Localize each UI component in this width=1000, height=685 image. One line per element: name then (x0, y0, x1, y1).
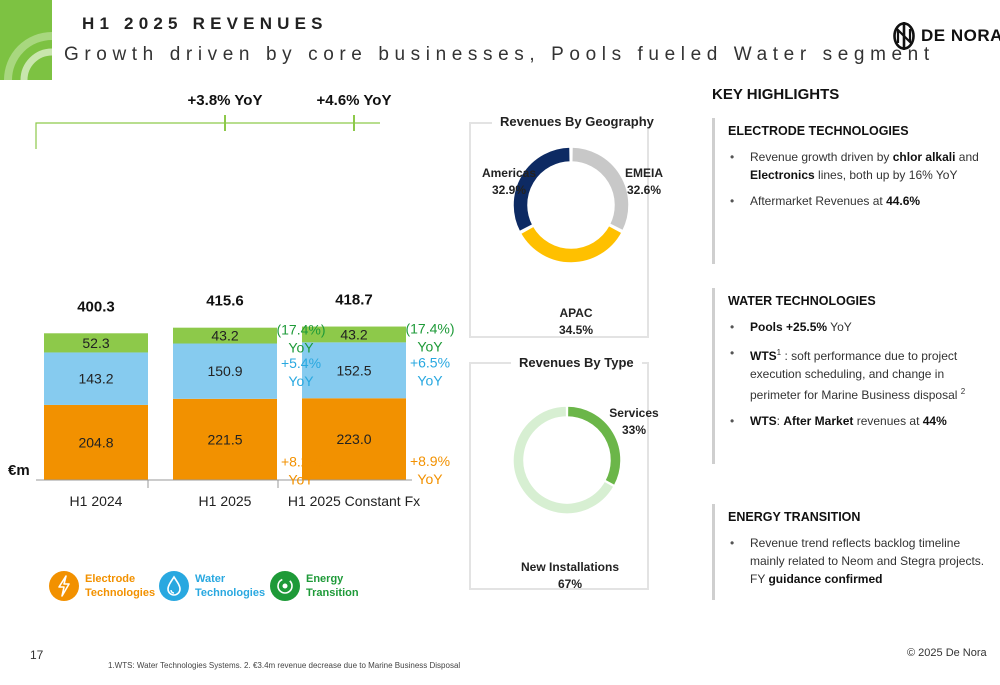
growth-bracket (35, 115, 380, 149)
bar-total-label: 418.7 (335, 292, 373, 309)
donut-slice-new-installations (512, 405, 616, 515)
water-bullet-2: WTS1 : soft performance due to project e… (728, 344, 986, 404)
unit-label: €m (8, 462, 30, 479)
type-label-new-installations: New Installations 67% (520, 560, 620, 591)
energy-section: ENERGY TRANSITION Revenue trend reflects… (712, 504, 986, 600)
page-title: H1 2025 REVENUES (82, 14, 328, 33)
key-highlights-title: KEY HIGHLIGHTS (712, 86, 840, 103)
legend-label-energy: Energy Transition (306, 573, 359, 599)
geography-donut (512, 146, 630, 264)
energy-bullet-1: Revenue trend reflects backlog timeline … (728, 534, 986, 588)
bar-segment-1-2 (302, 342, 406, 399)
segment-growth-label: (17.4%) (276, 322, 325, 338)
bar-segment-0-2 (302, 398, 406, 480)
segment-growth-yoy: YoY (417, 471, 443, 487)
x-tick-label: H1 2025 (199, 493, 252, 509)
legend-energy: Energy Transition (270, 571, 359, 601)
company-logo: DE NORA (893, 22, 1000, 50)
bar-segment-2-0 (44, 333, 148, 353)
type-panel-title: Revenues By Type (511, 355, 642, 370)
energy-cycle-icon (270, 571, 300, 601)
type-label-services: Services 33% (609, 406, 659, 437)
type-donut (512, 405, 622, 515)
water-drop-icon (159, 571, 189, 601)
water-bullet-1: Pools +25.5% YoY (728, 318, 986, 336)
bar-value-label: 143.2 (78, 371, 113, 387)
legend-label-electrode: Electrode Technologies (85, 573, 156, 599)
segment-growth-label: (17.4%) (405, 320, 454, 336)
bar-value-label: 204.8 (78, 434, 113, 450)
legend-electrode: Electrode Technologies (49, 571, 155, 601)
page-subtitle: Growth driven by core businesses, Pools … (64, 44, 935, 65)
segment-growth-yoy: YoY (288, 373, 314, 389)
bar-value-label: 43.2 (211, 328, 238, 344)
bar-value-label: 52.3 (82, 335, 109, 351)
bar-value-label: 150.9 (207, 363, 242, 379)
corner-decoration (0, 0, 52, 80)
segment-growth-label: +8.9% (410, 453, 450, 469)
geo-label-apac: APAC 34.5% (558, 306, 594, 337)
page-number: 17 (30, 648, 44, 662)
legend-label-water: Water Technologies (195, 573, 266, 599)
geography-panel-title: Revenues By Geography (492, 114, 662, 129)
geo-label-americas: Americas 32.9% (481, 166, 537, 197)
bar-value-label: 223.0 (336, 431, 371, 447)
bar-value-label: 152.5 (336, 362, 371, 378)
segment-growth-label: +6.5% (410, 354, 450, 370)
stacked-revenue-chart: 204.8 143.2 52.3 400.3 H1 2024 221.5 150.9 43.2… (8, 92, 455, 509)
electrode-bullet-2: Aftermarket Revenues at 44.6% (728, 192, 986, 210)
bar-total-label: 415.6 (206, 293, 244, 310)
bar-value-label: 221.5 (207, 431, 242, 447)
de-nora-logo-icon (893, 22, 915, 50)
bar-segment-1-1 (173, 343, 277, 399)
total-growth-label: +3.8% YoY (188, 92, 263, 109)
x-tick-label: H1 2025 Constant Fx (288, 493, 420, 509)
electrode-section-title: ELECTRODE TECHNOLOGIES (728, 124, 909, 138)
bar-segment-2-2 (302, 326, 406, 343)
donut-slice-services (566, 405, 622, 487)
segment-growth-yoy: YoY (417, 372, 443, 388)
bar-total-label: 400.3 (77, 298, 115, 315)
donut-slice-americas (512, 146, 572, 233)
bar-segment-2-1 (173, 327, 277, 344)
footnote: 1.WTS: Water Technologies Systems. 2. €3… (108, 661, 461, 670)
segment-growth-yoy: YoY (288, 471, 314, 487)
water-section: WATER TECHNOLOGIES Pools +25.5% YoY WTS1… (712, 288, 986, 464)
total-growth-label: +4.6% YoY (317, 92, 392, 109)
donut-slice-apac (519, 224, 624, 264)
bar-value-label: 43.2 (340, 326, 367, 342)
segment-growth-label: +8.2% (281, 453, 321, 469)
x-tick-label: H1 2024 (70, 493, 123, 509)
electrode-section: ELECTRODE TECHNOLOGIES Revenue growth dr… (712, 118, 986, 264)
bar-segment-0-1 (173, 398, 277, 480)
legend-water: Water Technologies (159, 571, 265, 601)
electrode-bullet-1: Revenue growth driven by chlor alkali an… (728, 148, 986, 184)
bar-segment-1-0 (44, 352, 148, 405)
geo-label-emeia: EMEIA 32.6% (624, 166, 663, 197)
segment-growth-label: +5.4% (281, 355, 321, 371)
copyright: © 2025 De Nora (907, 647, 987, 659)
bar-segment-0-0 (44, 404, 148, 480)
lightning-icon (49, 571, 79, 601)
energy-section-title: ENERGY TRANSITION (728, 510, 861, 524)
logo-text: DE NORA (921, 26, 1000, 45)
segment-growth-yoy: YoY (288, 340, 314, 356)
donut-slice-emeia (570, 146, 630, 232)
segment-growth-yoy: YoY (417, 338, 443, 354)
water-section-title: WATER TECHNOLOGIES (728, 294, 876, 308)
water-bullet-3: WTS: After Market revenues at 44% (728, 412, 986, 430)
